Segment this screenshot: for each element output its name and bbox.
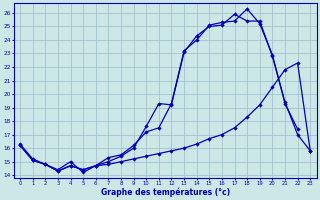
X-axis label: Graphe des températures (°c): Graphe des températures (°c)	[100, 187, 230, 197]
